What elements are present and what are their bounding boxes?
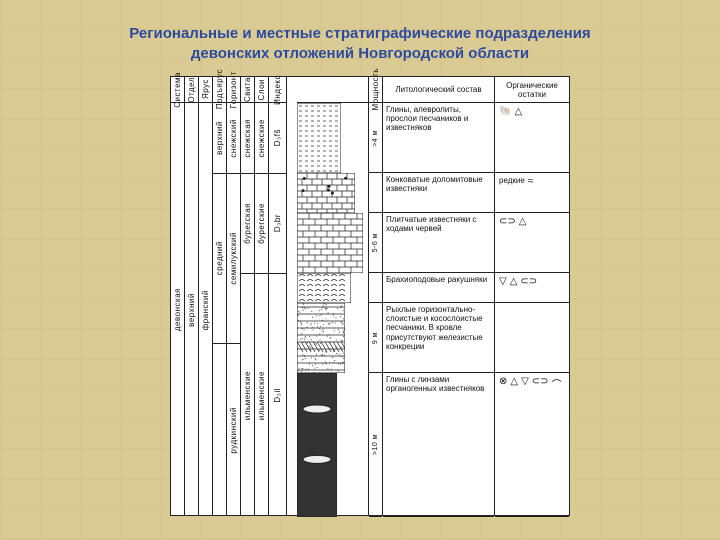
fossil-icon: ⊂⊃ <box>520 276 537 300</box>
lithology-description: Конковатые доломитовые известняки <box>383 173 494 213</box>
strat-col-sloi: Слои снежские бурегские ильменские <box>255 77 269 515</box>
thickness-value: >4 м <box>372 130 379 147</box>
strat-label: бурегская <box>243 203 252 244</box>
fossil-icon: ⌒ <box>552 376 562 514</box>
strat-label: средний <box>215 241 224 275</box>
fossil-icon: 🐚 <box>499 106 511 170</box>
lithology-profile <box>297 103 369 515</box>
fossil-icon: △ <box>510 376 518 514</box>
thickness-column: Мощность >4 м5-6 м9 м>10 м <box>369 77 383 515</box>
fossil-symbols <box>495 303 569 373</box>
title-line-1: Региональные и местные стратиграфические… <box>0 24 720 44</box>
strat-header-otdel: Отдел <box>187 77 196 103</box>
lithology-description: Глины с линзами органогенных известняков <box>383 373 494 517</box>
strat-col-yarus: Ярус франский <box>199 77 213 515</box>
fossils-column: Органические остатки 🐚△редкие≈⊂⊃△▽△⊂⊃⊗△▽… <box>495 77 569 515</box>
fossil-symbols: ⊗△▽⊂⊃⌒ <box>495 373 569 517</box>
strat-header-index: Индекс <box>273 75 282 105</box>
strat-label: ильменские <box>257 371 266 420</box>
fossil-symbols: редкие≈ <box>495 173 569 213</box>
fossil-icon: ⊂⊃ <box>499 216 516 270</box>
lithology-layer <box>297 173 355 213</box>
thickness-value: 5-6 м <box>372 233 379 252</box>
lithology-layer <box>297 213 363 273</box>
strat-label: девонская <box>173 288 182 331</box>
strat-label: D₃br <box>273 214 282 232</box>
fossil-icon: △ <box>519 216 527 270</box>
thickness-value: >10 м <box>372 434 379 455</box>
strat-label: рудкинский <box>229 407 238 454</box>
lithology-description: Рыхлые горизонтально-слоистые и косослои… <box>383 303 494 373</box>
lithology-header-cell <box>297 77 369 103</box>
strat-label: D₃il <box>273 388 282 403</box>
strat-col-otdel: Отдел верхний <box>185 77 199 515</box>
fossil-symbols: 🐚△ <box>495 103 569 173</box>
strat-header-sistema: Система <box>173 72 182 108</box>
fossil-icon: △ <box>510 276 518 300</box>
stratigraphic-columns: СистемадевонскаяОтдел верхний Ярус франский… <box>171 77 287 515</box>
strat-label: верхний <box>187 293 196 327</box>
lithology-description: Брахиоподовые ракушняки <box>383 273 494 303</box>
strat-label: снежский <box>229 119 238 158</box>
lithology-description: Плитчатые известняки с ходами червей <box>383 213 494 273</box>
lithology-layer <box>297 103 341 173</box>
strat-label: D₃fš <box>273 129 282 146</box>
fossil-note: редкие <box>499 176 525 210</box>
strat-label: верхний <box>215 121 224 155</box>
strat-header-sloi: Слои <box>257 79 266 100</box>
title-line-2: девонских отложений Новгородской области <box>0 44 720 64</box>
thickness-value: 9 м <box>372 332 379 344</box>
strat-col-gorizont: Горизонтснежскийсемилукскийрудкинский <box>227 77 241 515</box>
strat-col-podyarus: Подъярусверхнийсредний <box>213 77 227 515</box>
lithology-header: Литологический состав <box>395 85 481 94</box>
lithology-layer <box>297 303 345 373</box>
fossil-icon: ▽ <box>521 376 529 514</box>
slide-title: Региональные и местные стратиграфические… <box>0 24 720 63</box>
lithology-layer <box>297 273 351 303</box>
fossil-icon: ⊗ <box>499 376 507 514</box>
fossil-icon: △ <box>514 106 522 170</box>
strat-label: ильменские <box>243 371 252 420</box>
fossil-icon: ⊂⊃ <box>532 376 549 514</box>
strat-label: снежская <box>243 119 252 158</box>
strat-col-svita: Свита снежская бурегская ильменские <box>241 77 255 515</box>
stratigraphic-figure: СистемадевонскаяОтдел верхний Ярус франский… <box>170 76 570 516</box>
fossil-icon: ≈ <box>528 176 534 210</box>
strat-col-index: Индекс D₃fš D₃br D₃il <box>269 77 287 515</box>
strat-label: франский <box>201 290 210 330</box>
fossil-symbols: ▽△⊂⊃ <box>495 273 569 303</box>
fossil-symbols: ⊂⊃△ <box>495 213 569 273</box>
fossil-icon: ▽ <box>499 276 507 300</box>
lithology-layer <box>297 373 337 517</box>
strat-col-sistema: Системадевонская <box>171 77 185 515</box>
strat-header-svita: Свита <box>243 77 252 102</box>
strat-label: бурегские <box>257 203 266 244</box>
strat-label: снежские <box>257 119 266 158</box>
strat-header-yarus: Ярус <box>201 79 210 99</box>
strat-label: семилукский <box>229 232 238 285</box>
fossils-header: Органические остатки <box>497 81 567 99</box>
lithology-description: Глины, алевролиты, прослои песчаников и … <box>383 103 494 173</box>
lithology-description-column: Литологический состав Глины, алевролиты,… <box>383 77 495 515</box>
